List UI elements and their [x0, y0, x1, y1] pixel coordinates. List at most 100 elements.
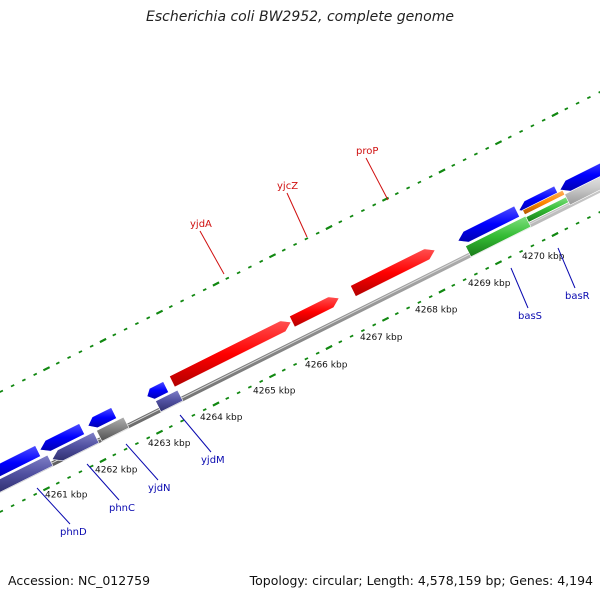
gene-basS-arrow [457, 205, 521, 243]
feature-group [0, 162, 600, 493]
gc-tick [494, 140, 503, 146]
gene-label-proP: proP [356, 146, 378, 157]
gc-tick [212, 401, 220, 407]
gc-tick [349, 214, 354, 218]
gene-yjdA-arrow [168, 320, 292, 388]
gene-leader-line [199, 230, 225, 275]
gc-tick [575, 101, 580, 105]
kbp-tick-label: 4265 kbp [253, 387, 296, 397]
yjdN-misc-feature [96, 416, 130, 442]
gene-label-basR: basR [565, 291, 590, 302]
accession-text: Accession: NC_012759 [8, 573, 151, 588]
gc-tick [417, 180, 422, 184]
gc-tick [394, 191, 399, 196]
gene-leader-line [36, 487, 71, 525]
gc-tick [10, 504, 15, 508]
kbp-tick-label: 4270 kbp [522, 252, 565, 262]
gc-tick [360, 208, 365, 213]
gc-tick [191, 413, 196, 417]
gc-tick [462, 158, 467, 162]
inner-tick-row [0, 210, 600, 513]
gc-tick [10, 384, 15, 388]
gene-leader-line [125, 443, 159, 481]
gc-tick [78, 350, 83, 354]
gc-tick [507, 135, 512, 139]
gc-tick [462, 278, 467, 282]
gc-tick [281, 248, 286, 252]
gc-tick [598, 90, 600, 94]
gc-tick [551, 111, 559, 118]
gc-tick [55, 361, 60, 365]
gc-tick [89, 344, 94, 348]
gc-tick [315, 351, 320, 355]
gene-leader-line [365, 157, 389, 201]
gc-tick [99, 457, 107, 464]
kbp-tick-label: 4267 kbp [360, 333, 403, 343]
kbp-tick-label: 4261 kbp [45, 491, 88, 501]
gene-yjdM-arrow [146, 381, 170, 400]
gc-tick [417, 300, 422, 304]
gc-tick [259, 379, 264, 384]
gc-tick [247, 265, 252, 269]
gc-tick [381, 316, 390, 322]
gc-tick [191, 293, 196, 297]
gc-tick [33, 372, 38, 377]
gc-tick [586, 95, 591, 100]
gc-tick [372, 203, 377, 207]
gene-leader-line [286, 192, 308, 238]
gc-tick [78, 470, 83, 474]
gene-label-basS: basS [518, 311, 542, 322]
gene-label-yjdA: yjdA [190, 219, 212, 230]
gc-tick [428, 175, 433, 179]
gene-label-yjcZ: yjcZ [277, 181, 298, 192]
kbp-tick-label: 4268 kbp [415, 306, 458, 316]
gc-tick [338, 220, 343, 224]
gc-tick [564, 227, 569, 231]
gc-tick [202, 288, 207, 292]
kbp-tick-label: 4266 kbp [305, 361, 348, 371]
gc-tick [55, 481, 60, 485]
gc-tick [485, 146, 490, 151]
gc-tick [598, 210, 600, 214]
gc-tick [519, 249, 524, 254]
gc-tick [99, 337, 107, 344]
gene-leader-line [510, 267, 529, 309]
gc-tick [451, 163, 456, 167]
gc-tick [89, 464, 94, 468]
gc-tick-rows [0, 90, 600, 513]
label-group: 4261 kbp 4262 kbp 4263 kbp 4264 kbp 4265 kbp… [36, 146, 590, 538]
gc-tick [304, 357, 309, 361]
gene-label-phnC: phnC [109, 503, 135, 514]
gc-tick [0, 509, 4, 513]
gc-tick [42, 486, 51, 492]
kbp-tick-label: 4263 kbp [148, 439, 191, 449]
gc-tick [123, 447, 128, 451]
gc-tick [485, 266, 490, 271]
gc-tick [304, 237, 309, 241]
gc-tick [406, 186, 411, 190]
gc-tick [202, 408, 207, 412]
gc-tick [146, 436, 151, 440]
gc-tick [530, 124, 535, 128]
gc-tick [281, 368, 286, 372]
gc-tick [394, 311, 399, 316]
kbp-tick-label: 4264 kbp [200, 413, 243, 423]
gene-phnC-arrow [39, 423, 86, 452]
gc-tick [268, 373, 277, 379]
gc-tick [155, 429, 164, 435]
gc-tick [530, 244, 535, 248]
phnD-feature [0, 454, 54, 493]
gene-proP-arrow [349, 248, 436, 297]
gc-tick [146, 316, 151, 320]
gc-tick [268, 253, 277, 259]
gc-tick [112, 453, 117, 457]
gc-tick [507, 255, 512, 259]
gc-tick [473, 152, 478, 156]
kbp-tick-label: 4262 kbp [95, 466, 138, 476]
gc-tick [168, 424, 173, 429]
gc-tick [360, 328, 365, 333]
gc-tick [212, 281, 220, 287]
gene-yjcZ-arrow [288, 296, 340, 328]
gc-tick [519, 129, 524, 134]
